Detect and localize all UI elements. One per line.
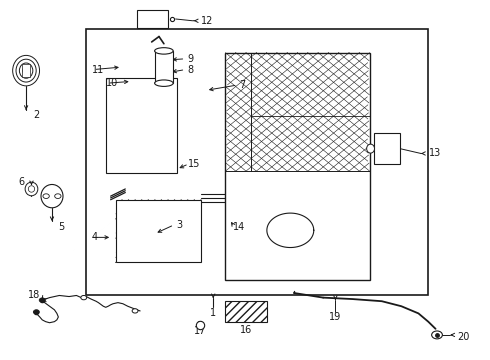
Text: 4: 4 [92, 232, 98, 242]
Ellipse shape [155, 80, 173, 86]
Text: 8: 8 [187, 64, 194, 75]
Ellipse shape [16, 59, 36, 82]
Ellipse shape [20, 63, 33, 78]
Text: 1: 1 [210, 308, 216, 318]
Ellipse shape [132, 309, 138, 313]
Text: 10: 10 [106, 78, 118, 88]
Bar [225, 301, 267, 321]
Bar [374, 134, 400, 164]
Ellipse shape [41, 184, 63, 208]
Ellipse shape [25, 182, 38, 196]
Text: 5: 5 [59, 222, 65, 231]
Bar [155, 51, 173, 83]
Ellipse shape [81, 296, 87, 300]
Ellipse shape [155, 48, 173, 54]
Ellipse shape [28, 186, 35, 192]
Text: 16: 16 [240, 325, 252, 335]
Bar [225, 53, 369, 280]
Text: 7: 7 [240, 80, 245, 90]
Text: 2: 2 [34, 111, 40, 121]
Bar [22, 64, 30, 77]
Ellipse shape [43, 194, 49, 198]
Bar [137, 10, 168, 28]
Ellipse shape [367, 144, 374, 153]
Ellipse shape [13, 55, 40, 86]
Text: 3: 3 [176, 220, 182, 230]
Ellipse shape [432, 331, 442, 339]
Ellipse shape [33, 310, 39, 314]
Text: 17: 17 [194, 326, 206, 336]
Ellipse shape [23, 67, 29, 75]
Text: 15: 15 [188, 159, 200, 169]
Ellipse shape [39, 298, 45, 302]
Text: 14: 14 [233, 222, 245, 231]
Text: 18: 18 [28, 291, 40, 301]
Text: 19: 19 [329, 312, 342, 322]
Bar [116, 200, 201, 262]
Text: 13: 13 [429, 148, 441, 158]
Text: 20: 20 [458, 332, 470, 342]
Text: 12: 12 [201, 16, 214, 26]
Text: 6: 6 [18, 177, 24, 187]
Bar [86, 30, 428, 295]
Text: 11: 11 [92, 64, 104, 75]
Bar [106, 78, 176, 173]
Text: 9: 9 [187, 54, 194, 64]
Ellipse shape [55, 194, 61, 198]
